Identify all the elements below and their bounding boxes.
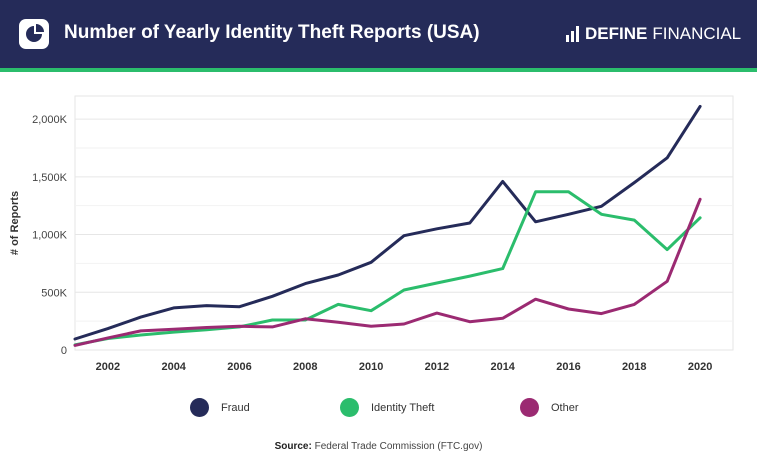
legend-swatch-fraud — [190, 398, 209, 417]
brand-name-strong: DEFINE — [585, 24, 648, 43]
x-tick-label: 2010 — [359, 361, 383, 373]
y-axis-label: # of Reports — [9, 191, 21, 255]
legend-swatch-identity-theft — [340, 398, 359, 417]
legend-swatch-other — [520, 398, 539, 417]
y-tick-label: 1,000K — [32, 230, 68, 242]
x-tick-label: 2006 — [227, 361, 251, 373]
bar-chart-icon — [566, 26, 581, 42]
header-accent-bar — [0, 68, 757, 72]
x-tick-label: 2018 — [622, 361, 646, 373]
x-tick-label: 2016 — [556, 361, 580, 373]
plot-area — [74, 95, 734, 351]
y-tick-label: 0 — [61, 345, 67, 357]
series-line-identity-theft — [73, 190, 702, 347]
chart-header: Number of Yearly Identity Theft Reports … — [0, 0, 757, 68]
source-label: Source: — [274, 441, 312, 452]
line-chart: 0 500K 1,000K 1,500K 2,000K 2002 2004 2006 2008 2… — [9, 95, 734, 373]
source-note: Source: Federal Trade Commission (FTC.go… — [0, 441, 757, 452]
logo-icon — [19, 19, 49, 49]
series-line-other — [73, 197, 702, 347]
page-title: Number of Yearly Identity Theft Reports … — [64, 22, 480, 43]
legend: Fraud Identity Theft Other — [0, 398, 757, 424]
legend-label-other: Other — [551, 401, 579, 414]
series-line-fraud — [73, 104, 702, 341]
y-tick-label: 2,000K — [32, 114, 68, 126]
y-tick-label: 500K — [41, 287, 67, 299]
x-tick-label: 2004 — [161, 361, 186, 373]
x-tick-label: 2020 — [688, 361, 712, 373]
legend-item-fraud: Fraud — [190, 398, 250, 417]
x-tick-label: 2002 — [96, 361, 120, 373]
x-tick-label: 2014 — [490, 361, 515, 373]
legend-item-identity-theft: Identity Theft — [340, 398, 434, 417]
y-tick-label: 1,500K — [32, 172, 68, 184]
brand-logo: DEFINE FINANCIAL — [566, 24, 741, 44]
x-tick-label: 2012 — [425, 361, 449, 373]
legend-label-fraud: Fraud — [221, 401, 250, 414]
brand-name-light: FINANCIAL — [652, 24, 742, 43]
source-text: Federal Trade Commission (FTC.gov) — [314, 441, 483, 452]
legend-label-identity-theft: Identity Theft — [371, 401, 435, 414]
legend-item-other: Other — [520, 398, 579, 417]
x-tick-label: 2008 — [293, 361, 317, 373]
